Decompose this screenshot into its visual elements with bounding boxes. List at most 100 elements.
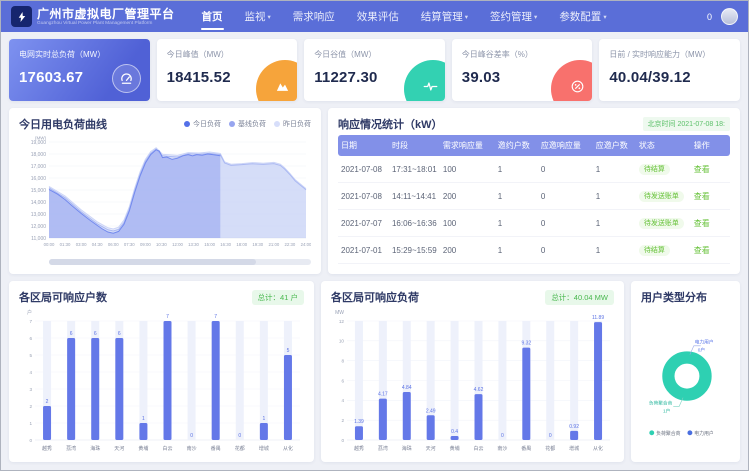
table-row: 2021-07-0115:29~15:59200101待结算查看 [338, 237, 730, 264]
svg-text:电力用户: 电力用户 [695, 338, 714, 345]
nav-item-label: 效果评估 [357, 9, 399, 24]
table-cell: 200 [440, 237, 495, 264]
peak-icon [275, 79, 290, 94]
table-column-header: 邀约户数 [495, 135, 538, 156]
svg-text:9.32: 9.32 [521, 341, 531, 347]
svg-text:5: 5 [287, 348, 290, 354]
svg-text:MW: MW [335, 310, 344, 316]
svg-text:荔湾: 荔湾 [66, 445, 76, 452]
table-row: 2021-07-0817:31~18:01100101待结算查看 [338, 156, 730, 183]
svg-text:1.39: 1.39 [354, 419, 364, 425]
table-cell-status: 待结算 [636, 156, 691, 183]
kpi-label: 今日峰值（MW） [167, 49, 288, 60]
nav-item-settlement-management[interactable]: 结算管理▾ [410, 1, 479, 32]
view-link[interactable]: 查看 [694, 246, 710, 255]
svg-text:(MW): (MW) [35, 136, 46, 141]
kpi-card-today-peak: 今日峰值（MW）18415.52 [157, 39, 298, 101]
svg-text:0: 0 [341, 438, 344, 443]
nav-item-effect-evaluation[interactable]: 效果评估 [346, 1, 410, 32]
table-column-header: 应邀户数 [593, 135, 636, 156]
nav-item-contract-management[interactable]: 签约管理▾ [479, 1, 548, 32]
nav-item-label: 参数配置 [559, 9, 601, 24]
datazoom-handle[interactable] [49, 259, 256, 265]
svg-text:7: 7 [166, 314, 169, 320]
svg-text:13,000: 13,000 [31, 212, 47, 218]
svg-text:0: 0 [549, 433, 552, 439]
chevron-down-icon: ▾ [603, 13, 606, 21]
svg-text:4: 4 [341, 398, 344, 403]
svg-text:白云: 白云 [162, 445, 172, 452]
svg-text:21:00: 21:00 [268, 242, 279, 247]
households-bar-chart: 户012345672越秀6荔湾6海珠6天河1黄埔7白云0南沙7番禺0花都1增城5… [19, 308, 304, 459]
households-total-badge: 总计：41 户 [252, 290, 304, 305]
table-cell: 0 [538, 210, 593, 237]
svg-text:06:00: 06:00 [108, 242, 119, 247]
svg-text:22:30: 22:30 [285, 242, 296, 247]
table-cell: 15:29~15:59 [389, 237, 440, 264]
table-cell: 1 [495, 237, 538, 264]
chevron-down-icon: ▾ [534, 13, 537, 21]
svg-text:1: 1 [262, 416, 265, 422]
kpi-label: 电网实时总负荷（MW） [19, 49, 140, 60]
households-chart-card: 各区局可响应户数 总计：41 户 户012345672越秀6荔湾6海珠6天河1黄… [9, 281, 314, 462]
svg-text:增城: 增城 [259, 445, 269, 452]
nav-menu: 首页监视▾需求响应效果评估结算管理▾签约管理▾参数配置▾ [191, 1, 618, 32]
legend-item[interactable]: 昨日负荷 [274, 119, 311, 129]
pulse-icon [423, 79, 438, 94]
table-cell: 0 [538, 156, 593, 183]
table-cell: 1 [495, 183, 538, 210]
table-cell: 1 [593, 183, 636, 210]
kpi-card-today-valley: 今日谷值（MW）11227.30 [304, 39, 445, 101]
load-bar-chart-card: 各区局可响应负荷 总计：40.04 MW MW0246810121.39越秀4.… [321, 281, 624, 462]
legend-dot [274, 121, 280, 127]
svg-text:6: 6 [29, 336, 32, 341]
view-link[interactable]: 查看 [694, 192, 710, 201]
nav-item-demand-response[interactable]: 需求响应 [282, 1, 346, 32]
app-window: 广州市虚拟电厂管理平台 Guangzhou Virtual Power Plan… [0, 0, 749, 471]
view-link[interactable]: 查看 [694, 219, 710, 228]
view-link[interactable]: 查看 [694, 165, 710, 174]
platform-subtitle: Guangzhou Virtual Power Plant Management… [37, 21, 175, 26]
table-cell: 100 [440, 156, 495, 183]
table-cell-status: 待结算 [636, 237, 691, 264]
load-curve-card: 今日用电负荷曲线 今日负荷基线负荷昨日负荷 11,00012,00013,000… [9, 108, 321, 274]
nav-item-monitor[interactable]: 监视▾ [234, 1, 282, 32]
table-cell: 100 [440, 210, 495, 237]
ld-chart-svg: MW0246810121.39越秀4.17荔湾4.84海珠2.49天河0.4黄埔… [331, 308, 614, 454]
table-column-header: 操作 [691, 135, 730, 156]
table-cell-status: 待发送账单 [636, 183, 691, 210]
user-avatar[interactable] [721, 8, 738, 25]
svg-text:11.89: 11.89 [592, 315, 604, 321]
svg-text:16,000: 16,000 [31, 176, 47, 182]
datazoom-slider[interactable] [49, 259, 311, 265]
svg-text:1: 1 [142, 416, 145, 422]
svg-text:10: 10 [339, 339, 345, 344]
bottom-row: 各区局可响应户数 总计：41 户 户012345672越秀6荔湾6海珠6天河1黄… [9, 281, 740, 462]
legend-label: 今日负荷 [193, 119, 221, 129]
svg-text:2: 2 [46, 399, 49, 405]
legend-label: 昨日负荷 [283, 119, 311, 129]
load-curve-svg: 11,00012,00013,00014,00015,00016,00017,0… [19, 135, 311, 251]
nav-item-home[interactable]: 首页 [191, 1, 234, 32]
households-chart-title: 各区局可响应户数 [19, 289, 107, 305]
svg-text:17,000: 17,000 [31, 164, 47, 170]
table-row: 2021-07-0814:11~14:41200101待发送账单查看 [338, 183, 730, 210]
svg-text:黄埔: 黄埔 [138, 445, 148, 452]
table-cell: 17:31~18:01 [389, 156, 440, 183]
kpi-card-peak-valley-rate: 今日峰谷差率（%）39.03 [452, 39, 593, 101]
legend-item[interactable]: 今日负荷 [184, 119, 221, 129]
legend-item[interactable]: 基线负荷 [229, 119, 266, 129]
table-cell: 1 [593, 237, 636, 264]
table-cell: 200 [440, 183, 495, 210]
status-badge: 待发送账单 [639, 191, 684, 202]
kpi-card-grid-realtime-load: 电网实时总负荷（MW）17603.67 [9, 39, 150, 101]
chevron-down-icon: ▾ [268, 13, 271, 21]
svg-text:0: 0 [29, 438, 32, 443]
nav-item-parameter-config[interactable]: 参数配置▾ [548, 1, 617, 32]
svg-text:0户: 0户 [698, 347, 705, 354]
table-cell: 16:06~16:36 [389, 210, 440, 237]
notification-count[interactable]: 0 [707, 12, 712, 22]
svg-text:花都: 花都 [545, 445, 555, 452]
logo: 广州市虚拟电厂管理平台 Guangzhou Virtual Power Plan… [11, 6, 175, 27]
top-navbar: 广州市虚拟电厂管理平台 Guangzhou Virtual Power Plan… [1, 1, 748, 32]
